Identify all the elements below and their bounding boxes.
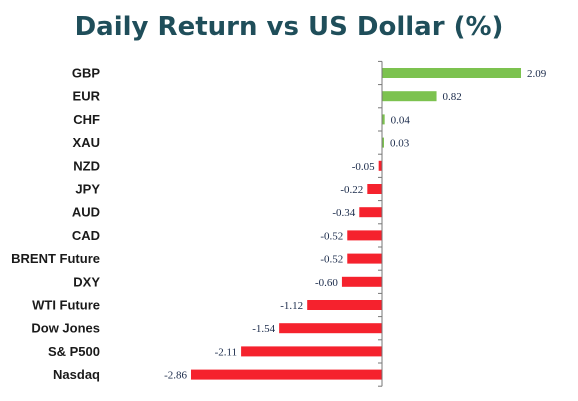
axis-layer (378, 60, 383, 387)
category-label-jpy: JPY (75, 182, 100, 197)
bar-s-p500 (241, 346, 382, 357)
bar-aud (359, 207, 382, 218)
value-label-jpy: -0.22 (340, 184, 363, 196)
value-label-eur: 0.82 (443, 91, 462, 103)
value-label-dxy: -0.60 (315, 277, 338, 289)
category-label-aud: AUD (72, 205, 100, 220)
bar-chf (382, 114, 385, 125)
value-label-s-p500: -2.11 (215, 346, 238, 358)
bar-nzd (378, 160, 382, 171)
value-label-brent-future: -0.52 (320, 254, 343, 266)
category-label-gbp: GBP (72, 66, 101, 81)
labels-layer: GBP 2.09 EUR 0.82 CHF 0.04 XAU 0.03 NZD -0.05 JPY -… (11, 66, 547, 383)
chart-title: Daily Return vs US Dollar (%) (74, 12, 504, 42)
bar-nasdaq (191, 369, 382, 380)
category-label-dow-jones: Dow Jones (31, 321, 100, 336)
category-label-s-p500: S& P500 (48, 344, 100, 359)
bars-layer (191, 68, 521, 380)
category-label-eur: EUR (73, 89, 101, 104)
bar-brent-future (347, 253, 382, 264)
bar-jpy (367, 184, 382, 194)
category-label-xau: XAU (73, 135, 100, 150)
value-label-nzd: -0.05 (352, 161, 375, 173)
value-label-cad: -0.52 (320, 230, 343, 242)
bar-xau (382, 137, 384, 148)
bar-dow-jones (279, 323, 382, 334)
bar-dxy (341, 276, 382, 287)
category-label-chf: CHF (73, 112, 100, 127)
value-label-aud: -0.34 (332, 207, 355, 219)
value-label-wti-future: -1.12 (280, 300, 303, 312)
category-label-wti-future: WTI Future (32, 298, 100, 313)
value-label-gbp: 2.09 (527, 68, 547, 80)
category-label-cad: CAD (72, 228, 100, 243)
bar-gbp (382, 68, 521, 78)
value-label-nasdaq: -2.86 (164, 370, 187, 382)
category-label-nasdaq: Nasdaq (53, 367, 100, 382)
bar-wti-future (307, 300, 382, 310)
value-label-chf: 0.04 (391, 114, 411, 126)
category-label-nzd: NZD (73, 158, 100, 173)
bar-cad (347, 230, 382, 241)
value-label-dow-jones: -1.54 (252, 323, 275, 335)
bar-eur (382, 91, 437, 102)
value-label-xau: 0.03 (390, 138, 410, 150)
category-label-brent-future: BRENT Future (11, 251, 100, 266)
category-label-dxy: DXY (73, 274, 100, 289)
